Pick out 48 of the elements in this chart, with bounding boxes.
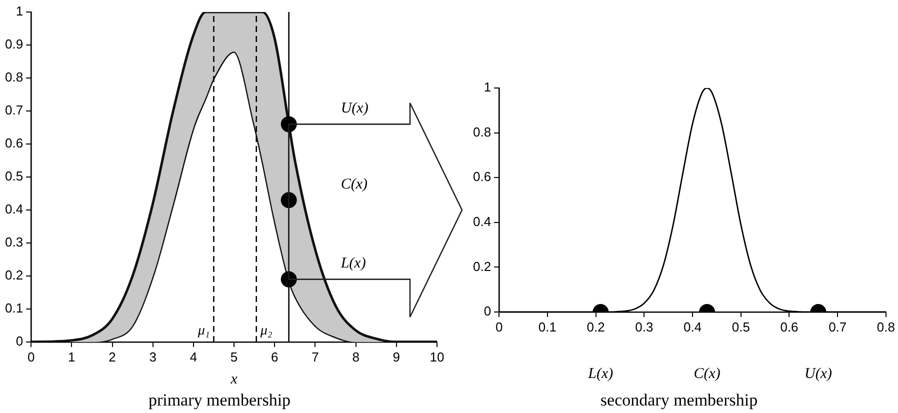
annotation: L(x) — [340, 256, 366, 272]
x-tick-label: 0.4 — [683, 319, 702, 334]
y-tick-label: 0.6 — [472, 169, 492, 184]
x-tick-label: 0.8 — [876, 319, 896, 334]
ref-line-label: μ₂ — [259, 324, 272, 339]
y-tick-label: 0.1 — [4, 300, 24, 316]
y-tick-label: 0 — [484, 304, 492, 319]
x-tick-label: 3 — [149, 349, 156, 364]
y-tick-label: 0.8 — [4, 70, 24, 85]
y-tick-label: 0.4 — [4, 202, 24, 217]
x-tick-label: 5 — [230, 349, 238, 364]
text: U(x) — [804, 366, 832, 382]
x-tick-label: 2 — [108, 349, 116, 364]
ref-line-label: μ₁ — [196, 324, 210, 339]
x-tick-label: 8 — [352, 349, 360, 364]
y-tick-label: 0.5 — [4, 168, 24, 184]
y-tick-label: 0.2 — [4, 268, 24, 283]
y-tick-label: 0.4 — [472, 214, 492, 229]
x-tick-label: 10 — [430, 349, 444, 364]
y-tick-label: 1 — [16, 4, 24, 19]
x-tick-label: 0.2 — [586, 319, 605, 334]
y-tick-label: 1 — [484, 80, 492, 95]
x-tick-label: 0 — [495, 319, 503, 334]
text: secondary membership — [600, 390, 758, 410]
x-tick-label: 7 — [312, 349, 319, 364]
text: C(x) — [694, 366, 720, 382]
annotation: C(x) — [340, 176, 368, 193]
x-tick-label: 0 — [27, 349, 35, 364]
x-tick-label: 9 — [392, 349, 400, 364]
annotation: U(x) — [340, 100, 368, 117]
x-tick-label: 0.3 — [635, 319, 654, 334]
y-tick-label: 0.2 — [472, 258, 492, 274]
x-tick-label: 0.7 — [828, 319, 847, 334]
y-tick-label: 0.3 — [4, 234, 24, 250]
y-tick-label: 0.7 — [4, 102, 24, 118]
x-axis-title: x — [230, 372, 238, 388]
x-tick-label: 6 — [271, 349, 278, 364]
x-tick-label: 0.1 — [538, 319, 556, 334]
y-tick-label: 0.9 — [4, 36, 24, 52]
y-tick-label: 0 — [16, 334, 24, 349]
text: primary membership — [148, 390, 291, 410]
y-tick-label: 0.6 — [4, 136, 24, 151]
x-tick-label: 1 — [68, 349, 76, 364]
y-tick-label: 0.8 — [472, 124, 492, 140]
x-tick-label: 0.6 — [780, 319, 798, 334]
x-tick-label: 0.5 — [732, 319, 750, 334]
text: L(x) — [587, 366, 614, 382]
x-tick-label: 4 — [190, 349, 198, 364]
